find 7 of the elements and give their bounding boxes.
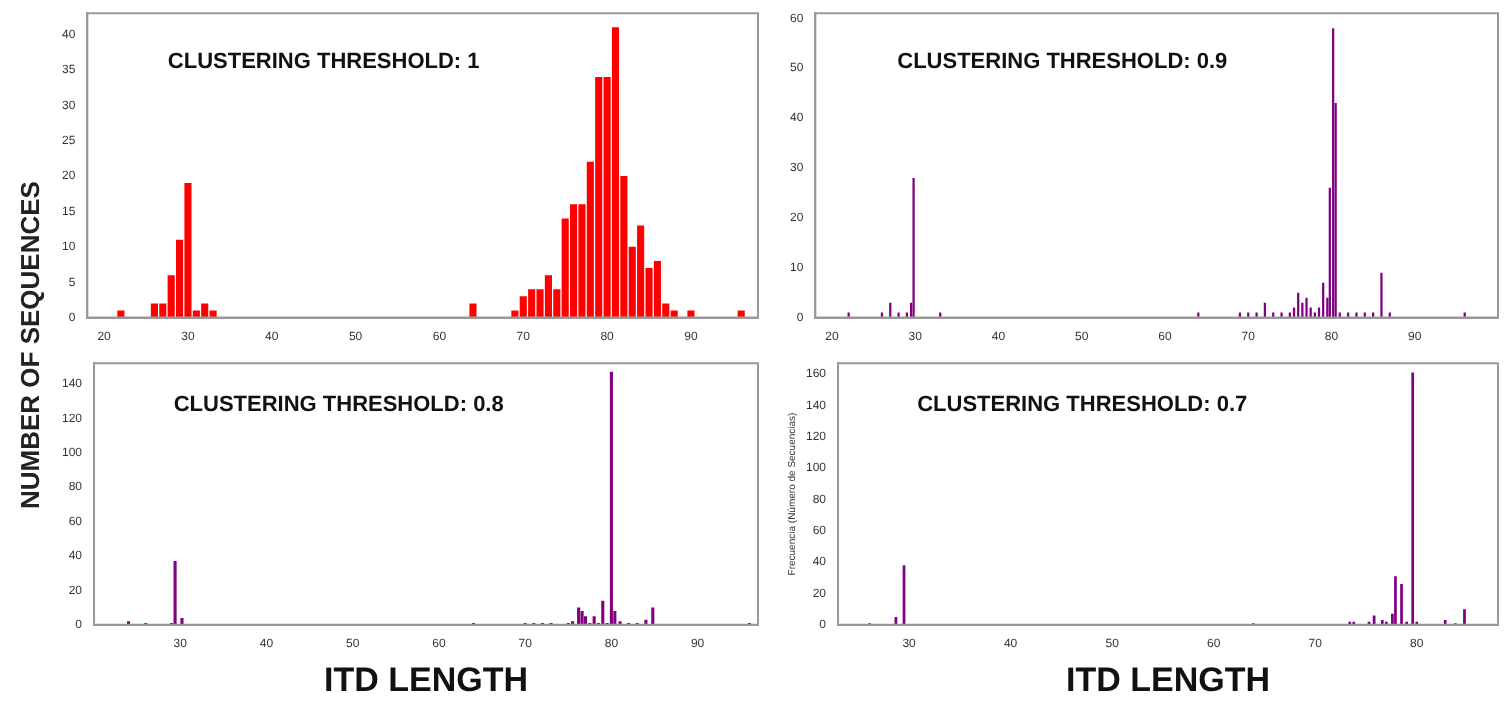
y-axis-title: NUMBER OF SEQUENCES — [15, 179, 45, 513]
text: CLUSTERING THRESHOLD: 0.8 — [173, 393, 504, 418]
text: CLUSTERING THRESHOLD: 0.7 — [917, 393, 1248, 418]
text: CLUSTERING THRESHOLD: 0.9 — [897, 49, 1228, 74]
text: CLUSTERING THRESHOLD: 1 — [167, 49, 480, 74]
x-axis-title: ITD LENGTH — [324, 660, 529, 699]
x-axis-title: ITD LENGTH — [1066, 660, 1271, 699]
